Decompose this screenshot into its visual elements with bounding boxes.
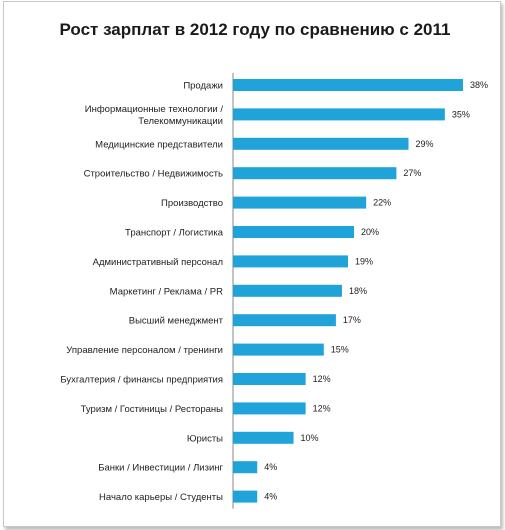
bar-12 (233, 431, 294, 444)
category-label-10: Бухгалтерия / финансы предприятия (60, 375, 223, 386)
data-label-4: 22% (373, 198, 391, 208)
bar-0 (233, 79, 463, 91)
category-label-9: Управление персоналом / тренинги (66, 345, 223, 356)
category-label-0: Продажи (183, 81, 223, 92)
bar-3 (233, 167, 397, 180)
data-label-13: 4% (264, 462, 277, 472)
data-label-0: 38% (470, 80, 488, 90)
bar-14 (233, 490, 258, 503)
data-label-11: 12% (313, 403, 331, 413)
bar-1 (233, 108, 445, 121)
data-label-3: 27% (403, 168, 421, 178)
data-label-8: 17% (343, 315, 361, 325)
bar-8 (233, 314, 336, 327)
bar-6 (233, 255, 348, 268)
data-label-6: 19% (355, 256, 373, 266)
category-label-14: Начало карьеры / Студенты (99, 492, 223, 503)
bar-5 (233, 226, 355, 238)
category-label-2: Медицинские представители (95, 139, 223, 150)
data-label-7: 18% (349, 286, 367, 296)
category-label-1: Информационные технологии / Телекоммуника… (85, 104, 224, 127)
bar-7 (233, 284, 342, 297)
data-label-2: 29% (416, 139, 434, 149)
data-label-14: 4% (264, 492, 277, 502)
category-label-8: Высший менеджмент (129, 316, 224, 327)
category-label-6: Административный персонал (93, 257, 223, 268)
category-label-11: Туризм / Гостиницы / Рестораны (81, 404, 224, 415)
chart-title: Рост зарплат в 2012 году по сравнению с … (59, 20, 451, 39)
bar-2 (233, 137, 409, 150)
category-label-7: Маркетинг / Реклама / PR (110, 286, 223, 297)
bar-13 (233, 461, 258, 474)
data-label-5: 20% (361, 227, 379, 237)
category-label-5: Транспорт / Логистика (125, 228, 224, 239)
data-label-1: 35% (452, 109, 470, 119)
bar-4 (233, 196, 367, 209)
bar-9 (233, 343, 324, 356)
data-label-10: 12% (313, 374, 331, 384)
data-label-9: 15% (331, 345, 349, 355)
category-label-3: Строительство / Недвижимость (84, 169, 223, 180)
category-label-4: Производство (161, 198, 223, 209)
bar-10 (233, 373, 306, 385)
bar-11 (233, 402, 306, 415)
category-label-12: Юристы (187, 433, 223, 444)
category-label-13: Банки / Инвестиции / Лизинг (98, 463, 223, 474)
data-label-12: 10% (301, 433, 319, 443)
